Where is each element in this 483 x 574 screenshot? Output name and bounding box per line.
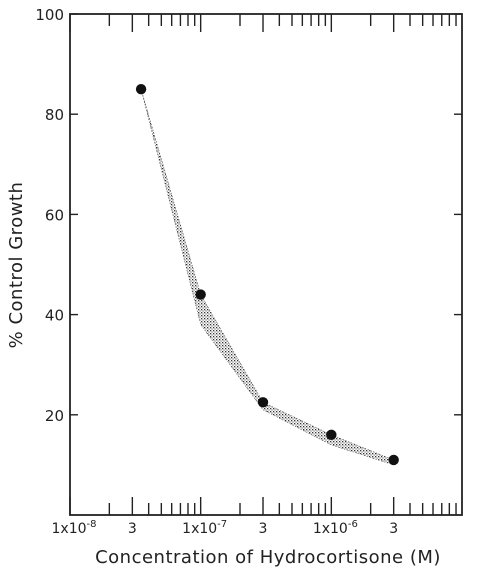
x-axis-title: Concentration of Hydrocortisone (M) <box>95 547 441 568</box>
y-tick-label: 40 <box>45 307 64 325</box>
x-tick-label: 3 <box>389 521 398 537</box>
x-tick-label: 3 <box>259 521 268 537</box>
x-tick-label: 3 <box>128 521 137 537</box>
labels-layer: 20 40 60 80 100 1x10-8 3 1x10-7 3 1x10-6 3 <box>35 6 398 537</box>
stippled-band-layer <box>140 88 394 466</box>
y-tick-label: 100 <box>35 6 64 24</box>
x-tick-label: 1x10-7 <box>182 519 227 537</box>
data-point <box>195 289 206 300</box>
points-layer <box>135 83 399 466</box>
data-point <box>326 429 337 441</box>
x-tick-label: 1x10-6 <box>313 519 358 537</box>
data-point <box>388 454 399 466</box>
x-tick-label: 1x10-8 <box>52 519 97 537</box>
y-tick-label: 80 <box>45 106 64 124</box>
y-tick-label: 20 <box>45 407 64 425</box>
data-point <box>257 397 269 408</box>
y-axis-title: % Control Growth <box>6 182 27 349</box>
y-tick-label: 60 <box>45 206 64 224</box>
data-point <box>135 83 147 95</box>
ticks-layer <box>69 13 462 515</box>
stippled-band <box>140 88 394 466</box>
plot-frame <box>69 13 463 516</box>
